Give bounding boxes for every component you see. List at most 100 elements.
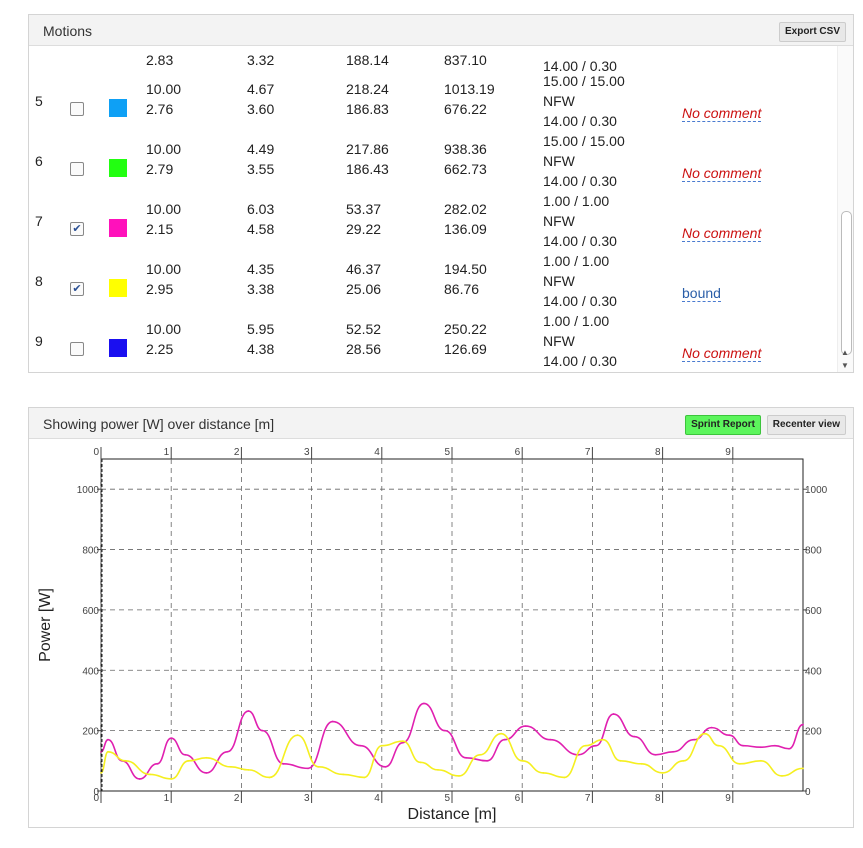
cell: 28.56	[346, 341, 382, 357]
comment-link[interactable]: bound	[682, 285, 721, 302]
x-tick-label: 5	[444, 793, 450, 804]
data-point	[640, 762, 643, 765]
comment-link[interactable]: No comment	[682, 345, 762, 362]
row-checkbox[interactable]	[70, 102, 84, 116]
motions-panel: Motions Export CSV 2.83 3.32 188.14 837.…	[28, 14, 854, 373]
y-tick-label-right: 1000	[805, 485, 828, 496]
motions-header: Motions Export CSV	[29, 15, 853, 46]
comment-link[interactable]: No comment	[682, 225, 762, 242]
cell: 1.00 / 1.00	[543, 253, 610, 269]
color-swatch[interactable]	[109, 99, 127, 117]
data-point	[672, 750, 675, 753]
color-swatch[interactable]	[109, 279, 127, 297]
cell: 3.38	[247, 281, 275, 297]
data-point	[419, 761, 422, 764]
x-tick-label-top: 4	[374, 447, 380, 458]
row-checkbox[interactable]	[70, 342, 84, 356]
data-point	[359, 744, 362, 747]
data-point	[602, 738, 604, 741]
sprint-report-button[interactable]: Sprint Report	[685, 415, 761, 435]
y-tick-label: 800	[82, 546, 99, 557]
data-point	[205, 756, 208, 759]
row-checkbox[interactable]: ✔	[70, 282, 84, 296]
cell: 29.22	[346, 221, 382, 237]
cell: 938.36	[444, 141, 487, 157]
color-swatch[interactable]	[109, 159, 127, 177]
scroll-down-icon[interactable]: ▼	[841, 361, 849, 370]
cell: 1013.19	[444, 81, 495, 97]
data-point	[107, 738, 109, 741]
x-tick-label-top: 2	[234, 447, 240, 458]
data-point	[401, 741, 404, 744]
data-point	[437, 768, 439, 771]
y-tick-label-right: 200	[805, 727, 822, 738]
cell: 5.95	[247, 321, 275, 337]
data-point	[149, 773, 152, 776]
data-point	[458, 775, 460, 777]
table-row: 6 10.00 2.79 4.49 3.55 217.86 186.43 938.36 662.…	[29, 133, 837, 194]
cell: 3.60	[247, 101, 275, 117]
data-point	[654, 753, 657, 756]
export-csv-button[interactable]: Export CSV	[778, 22, 846, 42]
comment-link[interactable]: No comment	[682, 105, 762, 122]
x-tick-label-top: 8	[655, 447, 661, 458]
data-point	[781, 775, 783, 777]
x-tick-label-top: 5	[444, 447, 450, 458]
scroll-up-icon[interactable]: ▲	[841, 348, 849, 357]
cell: 186.83	[346, 101, 389, 117]
data-point	[802, 767, 804, 770]
data-point	[661, 771, 664, 774]
cell: 136.09	[444, 221, 487, 237]
cell: 14.00 / 0.30	[543, 293, 617, 309]
cell: 14.00 / 0.30	[543, 113, 617, 129]
color-swatch[interactable]	[109, 219, 127, 237]
y-tick-label-right: 600	[805, 606, 822, 617]
cell: 662.73	[444, 161, 487, 177]
y-tick-label: 600	[82, 606, 99, 617]
data-point	[563, 776, 566, 779]
recenter-view-button[interactable]: Recenter view	[766, 415, 846, 435]
row-checkbox[interactable]	[70, 162, 84, 176]
data-point	[124, 759, 127, 762]
data-point	[107, 750, 109, 753]
cell: 4.49	[247, 141, 275, 157]
data-point	[307, 767, 309, 770]
table-row: 2.83 3.32 188.14 837.10 14.00 / 0.30	[29, 46, 837, 74]
y-tick-label: 400	[82, 666, 99, 677]
cell: 218.24	[346, 81, 389, 97]
cell: 194.50	[444, 261, 487, 277]
data-point	[479, 753, 481, 756]
data-point	[247, 768, 250, 771]
data-point	[619, 759, 622, 762]
chart-header: Showing power [W] over distance [m] Spri…	[29, 408, 853, 439]
data-point	[100, 750, 102, 753]
data-point	[549, 738, 552, 741]
cell: 14.00 / 0.30	[543, 233, 617, 249]
x-tick-label-top: 9	[725, 447, 731, 458]
chart-area[interactable]: 0 0 1 1 2 2 3 3 4 4 5 5 6 6 7 7 8 8 9 9 0 0 200 200 400 400 600 600…	[29, 439, 853, 827]
motions-table: 2.83 3.32 188.14 837.10 14.00 / 0.30 5 10…	[29, 46, 837, 372]
data-point	[703, 732, 706, 735]
data-point	[710, 726, 713, 729]
cell: 14.00 / 0.30	[543, 173, 617, 189]
row-id: 7	[35, 213, 43, 229]
table-scrollbar[interactable]: ▲ ▼	[837, 46, 853, 372]
x-tick-label-top: 6	[515, 447, 521, 458]
data-point	[584, 744, 587, 747]
row-checkbox[interactable]: ✔	[70, 222, 84, 236]
data-point	[682, 759, 685, 762]
data-point	[317, 765, 320, 768]
scrollbar-thumb[interactable]	[841, 211, 852, 355]
table-row: 5 10.00 2.76 4.67 3.60 218.24 186.83 1013.19 676…	[29, 73, 837, 134]
cell: NFW	[543, 333, 575, 349]
color-swatch[interactable]	[109, 339, 127, 357]
chart-title: Showing power [W] over distance [m]	[43, 416, 275, 432]
comment-link[interactable]: No comment	[682, 165, 762, 182]
data-point	[229, 765, 232, 768]
cell: 4.38	[247, 341, 275, 357]
cell: 6.03	[247, 201, 275, 217]
cell: 126.69	[444, 341, 487, 357]
data-point	[380, 744, 383, 747]
cell: 14.00 / 0.30	[543, 58, 617, 74]
